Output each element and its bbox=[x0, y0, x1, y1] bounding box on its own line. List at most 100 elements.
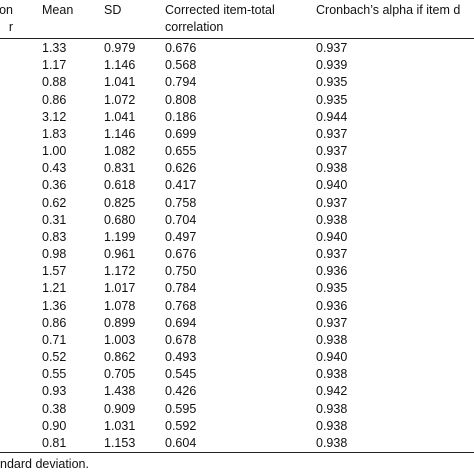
table-cell: 0.938 bbox=[316, 332, 348, 347]
table-cell: 0.938 bbox=[316, 212, 348, 227]
table-cell: 0.961 bbox=[104, 247, 136, 262]
table-cell: 0.626 bbox=[165, 161, 197, 176]
table-cell: 0.31 bbox=[42, 212, 67, 227]
table-cell: 0.604 bbox=[165, 435, 197, 450]
table-cell: 1.33 bbox=[42, 41, 67, 55]
table-cell: 0.784 bbox=[165, 281, 197, 296]
table-cell: 0.750 bbox=[165, 264, 197, 279]
table-cell: 1.172 bbox=[104, 264, 136, 279]
table-cell: 1.078 bbox=[104, 298, 136, 313]
table-cell: 0.98 bbox=[42, 247, 67, 262]
table-cell: 0.938 bbox=[316, 418, 348, 433]
table-cell: 1.072 bbox=[104, 92, 136, 107]
table-cell: 0.937 bbox=[316, 315, 348, 330]
table-cell: 0.937 bbox=[316, 195, 348, 210]
table-cell: 0.704 bbox=[165, 212, 197, 227]
table-cell: 0.676 bbox=[165, 247, 197, 262]
table-cell: 0.942 bbox=[316, 384, 348, 399]
table-cell: 1.21 bbox=[42, 281, 67, 296]
table-cell: 0.38 bbox=[42, 401, 67, 416]
table-cell: 0.768 bbox=[165, 298, 197, 313]
table-cell: 1.17 bbox=[42, 58, 67, 73]
table-cell: 1.041 bbox=[104, 109, 136, 124]
table-cell: 0.426 bbox=[165, 384, 197, 399]
table-cell: 0.899 bbox=[104, 315, 136, 330]
table-cell: 0.186 bbox=[165, 109, 197, 124]
header-cell: SD bbox=[104, 3, 122, 17]
table-cell: 0.937 bbox=[316, 247, 348, 262]
table-cell: 0.940 bbox=[316, 350, 348, 365]
table-cell: 1.00 bbox=[42, 144, 67, 159]
table-cell: 0.694 bbox=[165, 315, 197, 330]
table-cell: 0.937 bbox=[316, 126, 348, 141]
table-cell: 0.937 bbox=[316, 144, 348, 159]
table-cell: 0.618 bbox=[104, 178, 136, 193]
table-cell: 0.680 bbox=[104, 212, 136, 227]
table-cell: 0.937 bbox=[316, 41, 348, 55]
table-cell: 1.199 bbox=[104, 229, 136, 244]
table-cell: 0.655 bbox=[165, 144, 197, 159]
table-cell: 0.678 bbox=[165, 332, 197, 347]
footnote: ndard deviation. bbox=[0, 457, 89, 471]
table-cell: 0.417 bbox=[165, 178, 197, 193]
table-cell: 1.146 bbox=[104, 58, 136, 73]
table-cell: 1.041 bbox=[104, 75, 136, 90]
table-cell: 0.944 bbox=[316, 109, 348, 124]
header-cell: Mean bbox=[42, 3, 74, 17]
table-cell: 0.493 bbox=[165, 350, 197, 365]
table-cell: 0.808 bbox=[165, 92, 197, 107]
table-cell: 1.003 bbox=[104, 332, 136, 347]
table-cell: 0.939 bbox=[316, 58, 348, 73]
table-cell: 0.940 bbox=[316, 229, 348, 244]
table-cell: 0.938 bbox=[316, 367, 348, 382]
table-cell: 0.83 bbox=[42, 229, 67, 244]
table-cell: 0.938 bbox=[316, 161, 348, 176]
header-cell: Corrected item-total bbox=[165, 3, 275, 17]
header-cell: on bbox=[0, 3, 13, 17]
table-cell: 1.031 bbox=[104, 418, 136, 433]
table-cell: 0.86 bbox=[42, 315, 67, 330]
table-cell: 0.909 bbox=[104, 401, 136, 416]
table-cell: 0.825 bbox=[104, 195, 136, 210]
table-cell: 0.758 bbox=[165, 195, 197, 210]
table-cell: 1.082 bbox=[104, 144, 136, 159]
table-cell: 0.936 bbox=[316, 298, 348, 313]
table-cell: 0.699 bbox=[165, 126, 197, 141]
table-cell: 3.12 bbox=[42, 109, 67, 124]
table-cell: 1.83 bbox=[42, 126, 67, 141]
table-cell: 0.938 bbox=[316, 435, 348, 450]
table-cell: 0.831 bbox=[104, 161, 136, 176]
table-cell: 1.153 bbox=[104, 435, 136, 450]
table-cell: 0.93 bbox=[42, 384, 67, 399]
header-cell: r bbox=[8, 20, 13, 34]
table-cell: 0.935 bbox=[316, 92, 348, 107]
table-cell: 0.568 bbox=[165, 58, 197, 73]
table-cell: 0.52 bbox=[42, 350, 67, 365]
table-cell: 0.90 bbox=[42, 418, 67, 433]
table-cell: 1.438 bbox=[104, 384, 136, 399]
table-cell: 0.62 bbox=[42, 195, 67, 210]
table-cell: 0.81 bbox=[42, 435, 67, 450]
header-rule bbox=[0, 38, 474, 39]
table-cell: 0.71 bbox=[42, 332, 67, 347]
table-cell: 0.936 bbox=[316, 264, 348, 279]
table-cell: 0.592 bbox=[165, 418, 197, 433]
table-cell: 1.017 bbox=[104, 281, 136, 296]
header-cell: correlation bbox=[165, 20, 224, 34]
table-cell: 0.36 bbox=[42, 178, 67, 193]
table-cell: 0.43 bbox=[42, 161, 67, 176]
table-cell: 0.545 bbox=[165, 367, 197, 382]
table-cell: 0.676 bbox=[165, 41, 197, 55]
table-cell: 0.935 bbox=[316, 281, 348, 296]
table-cell: 0.794 bbox=[165, 75, 197, 90]
table-cell: 0.705 bbox=[104, 367, 136, 382]
table-cell: 0.940 bbox=[316, 178, 348, 193]
table-cell: 1.146 bbox=[104, 126, 136, 141]
table-cell: 0.595 bbox=[165, 401, 197, 416]
table-cell: 0.88 bbox=[42, 75, 67, 90]
table-cell: 0.86 bbox=[42, 92, 67, 107]
table-cell: 0.938 bbox=[316, 401, 348, 416]
table-cell: 1.57 bbox=[42, 264, 67, 279]
table-cell: 0.55 bbox=[42, 367, 67, 382]
